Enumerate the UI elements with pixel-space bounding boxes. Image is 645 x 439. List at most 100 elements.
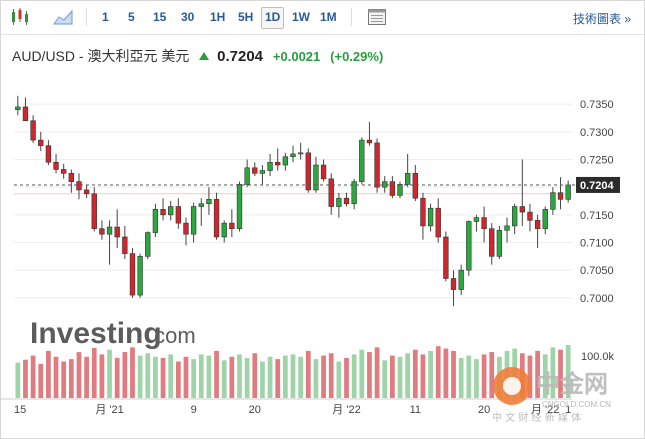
watermark-subtitle: 中 文 财 经 新 媒 体 [492,411,581,422]
volume-bar [428,350,433,398]
price-change-percent: (+0.29%) [330,48,384,64]
volume-bar [351,354,357,398]
volume-bar [412,349,418,398]
timeframe-1h[interactable]: 1H [210,10,226,24]
candle-down [91,193,97,229]
price-chart[interactable]: Investing .com 0.73500.73000.72500.72000… [0,80,643,437]
time-tick-label: 月 '21 [95,404,123,416]
candle-down [83,189,90,195]
candlesticks [15,95,571,307]
candle-down [435,207,441,238]
timeframe-1w[interactable]: 1W [292,10,310,24]
candle-down [68,173,74,182]
candlestick-icon[interactable] [9,6,31,28]
toolbar-divider [351,8,352,26]
volume-bar [114,357,120,398]
time-tick-label: 9 [191,404,197,416]
volume-bar [374,347,380,398]
candle-up [190,206,197,235]
volume-bar [91,347,97,398]
volume-bar [466,355,472,398]
candle-up [404,173,411,185]
candle-down [183,222,189,235]
volume-bar [122,352,128,398]
candle-up [542,209,548,229]
volume-bar [76,352,82,398]
candle-up [297,152,304,155]
timeframe-5[interactable]: 5 [128,10,135,24]
timeframe-15[interactable]: 15 [153,10,167,24]
candle-up [512,206,518,227]
volume-bar [68,359,74,398]
candle-up [152,209,159,233]
volume-bar [305,350,311,398]
candle-down [99,228,105,235]
toolbar-divider [86,8,87,26]
volume-bar [168,354,174,398]
candle-up [198,203,204,207]
candle-down [160,209,166,216]
candle-down [252,167,258,174]
timeframe-5h[interactable]: 5H [238,10,254,24]
price-change: +0.0021 [272,48,321,64]
volume-bar [443,348,449,398]
volume-bar [405,353,411,398]
candle-up [236,184,243,229]
candle-up [427,207,434,227]
time-tick-label: 月 '22 [531,404,559,416]
volume-bar [267,356,273,398]
time-tick-label: 20 [478,404,490,416]
candle-down [53,161,59,170]
volume-bar [397,356,403,398]
candle-down [275,161,281,166]
table-view-icon[interactable] [366,6,388,28]
candle-down [389,181,396,196]
candle-down [450,278,457,290]
candle-up [397,184,403,196]
timeframe-30[interactable]: 30 [181,10,195,24]
candle-up [550,192,556,210]
candle-down [114,226,120,238]
candle-up [504,225,510,231]
candle-up [145,232,151,257]
volume-bar [53,356,59,398]
candle-up [336,197,342,207]
volume-bar [313,359,319,398]
candle-up [466,221,472,271]
volume-bar [237,354,242,398]
timeframe-1m[interactable]: 1M [320,10,337,24]
price-tick-label: 0.7050 [580,265,614,277]
candle-up [106,226,113,235]
technical-chart-link[interactable]: 技術圖表 » [572,12,631,26]
candle-up [221,222,227,238]
volume-bar [474,359,479,398]
candle-up [382,181,388,188]
candle-up [473,217,480,222]
timeframe-1[interactable]: 1 [102,10,109,24]
candle-up [565,184,571,200]
volume-bar [38,363,44,398]
candle-up [359,139,365,182]
volume-bar [145,353,151,398]
candle-down [519,206,525,213]
volume-bar [244,357,250,398]
volume-bar [23,359,28,398]
volume-bar [390,355,395,398]
volume-bar [153,356,158,398]
volume-bar [481,354,487,398]
candle-up [282,156,289,166]
candle-up [137,256,143,296]
volume-bar [137,355,143,398]
volume-bar [359,349,365,398]
volume-bars [15,345,571,398]
volume-bar [206,355,212,398]
volume-bar [214,350,219,398]
timeframe-1d[interactable]: 1D [261,7,285,29]
candle-down [328,178,334,207]
volume-bar [282,355,288,398]
volume-bar [550,347,556,398]
candle-down [175,206,182,224]
price-tick-label: 0.7250 [580,154,614,166]
area-chart-icon[interactable] [52,6,74,28]
logo-suffix: .com [148,323,196,348]
